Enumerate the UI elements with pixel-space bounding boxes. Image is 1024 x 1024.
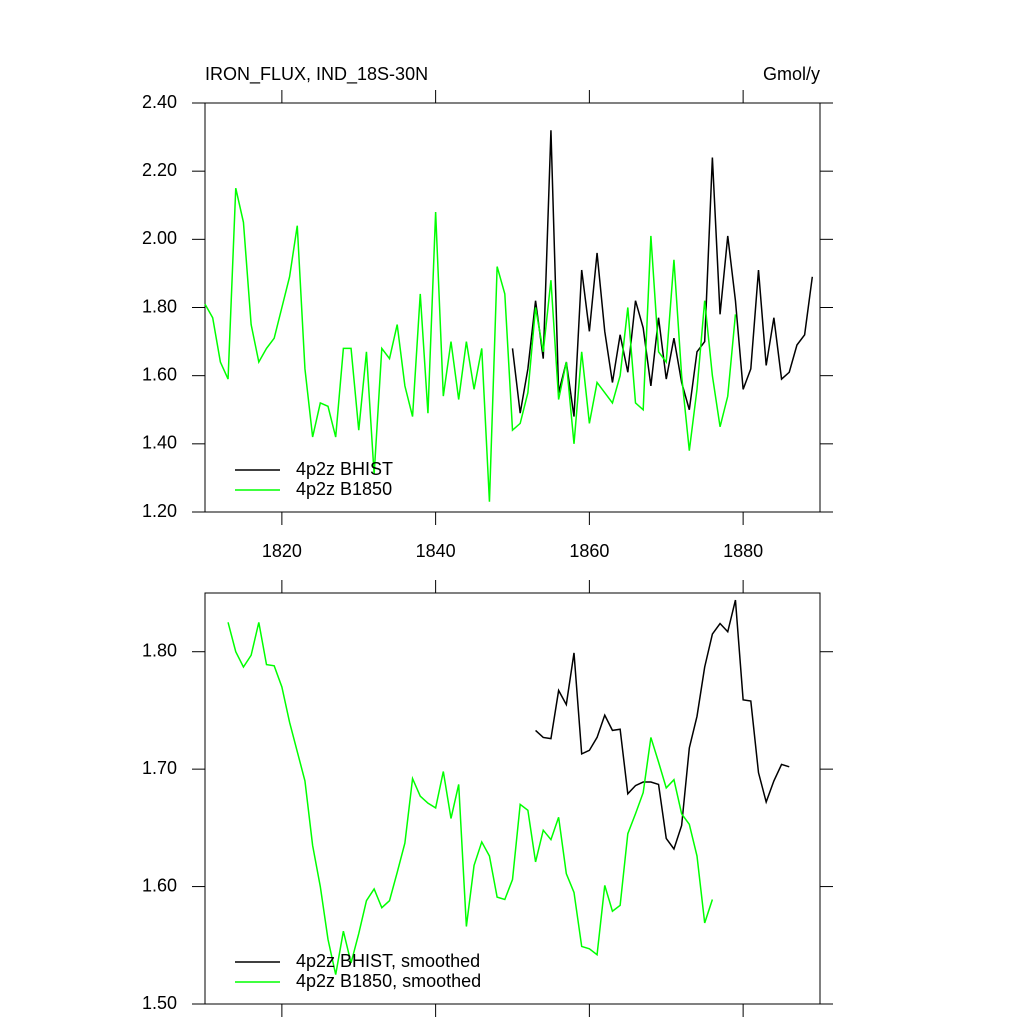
legend-label: 4p2z B1850, smoothed: [296, 971, 481, 991]
y-tick-label: 1.50: [142, 993, 177, 1013]
x-tick-label: 1880: [723, 541, 763, 561]
data-line: [535, 599, 790, 851]
y-tick-label: 1.20: [142, 501, 177, 521]
y-tick-label: 1.40: [142, 433, 177, 453]
x-tick-label: 1860: [569, 541, 609, 561]
data-line: [227, 622, 714, 975]
plot-frame: [204, 102, 821, 513]
chart-title: IRON_FLUX, IND_18S-30N: [205, 64, 428, 85]
y-tick-label: 1.80: [142, 296, 177, 316]
y-tick-label: 2.00: [142, 228, 177, 248]
x-tick-label: 1820: [262, 541, 302, 561]
legend-label: 4p2z B1850: [296, 479, 392, 499]
legend-label: 4p2z BHIST, smoothed: [296, 951, 480, 971]
plot-frame: [204, 592, 821, 1005]
y-tick-label: 1.60: [142, 875, 177, 895]
y-tick-label: 2.40: [142, 92, 177, 112]
y-tick-label: 1.70: [142, 758, 177, 778]
x-tick-label: 1840: [416, 541, 456, 561]
data-line: [204, 188, 737, 502]
y-tick-label: 1.80: [142, 640, 177, 660]
y-tick-label: 2.20: [142, 160, 177, 180]
y-tick-label: 1.60: [142, 364, 177, 384]
units-label: Gmol/y: [763, 64, 820, 84]
legend-label: 4p2z BHIST: [296, 459, 393, 479]
